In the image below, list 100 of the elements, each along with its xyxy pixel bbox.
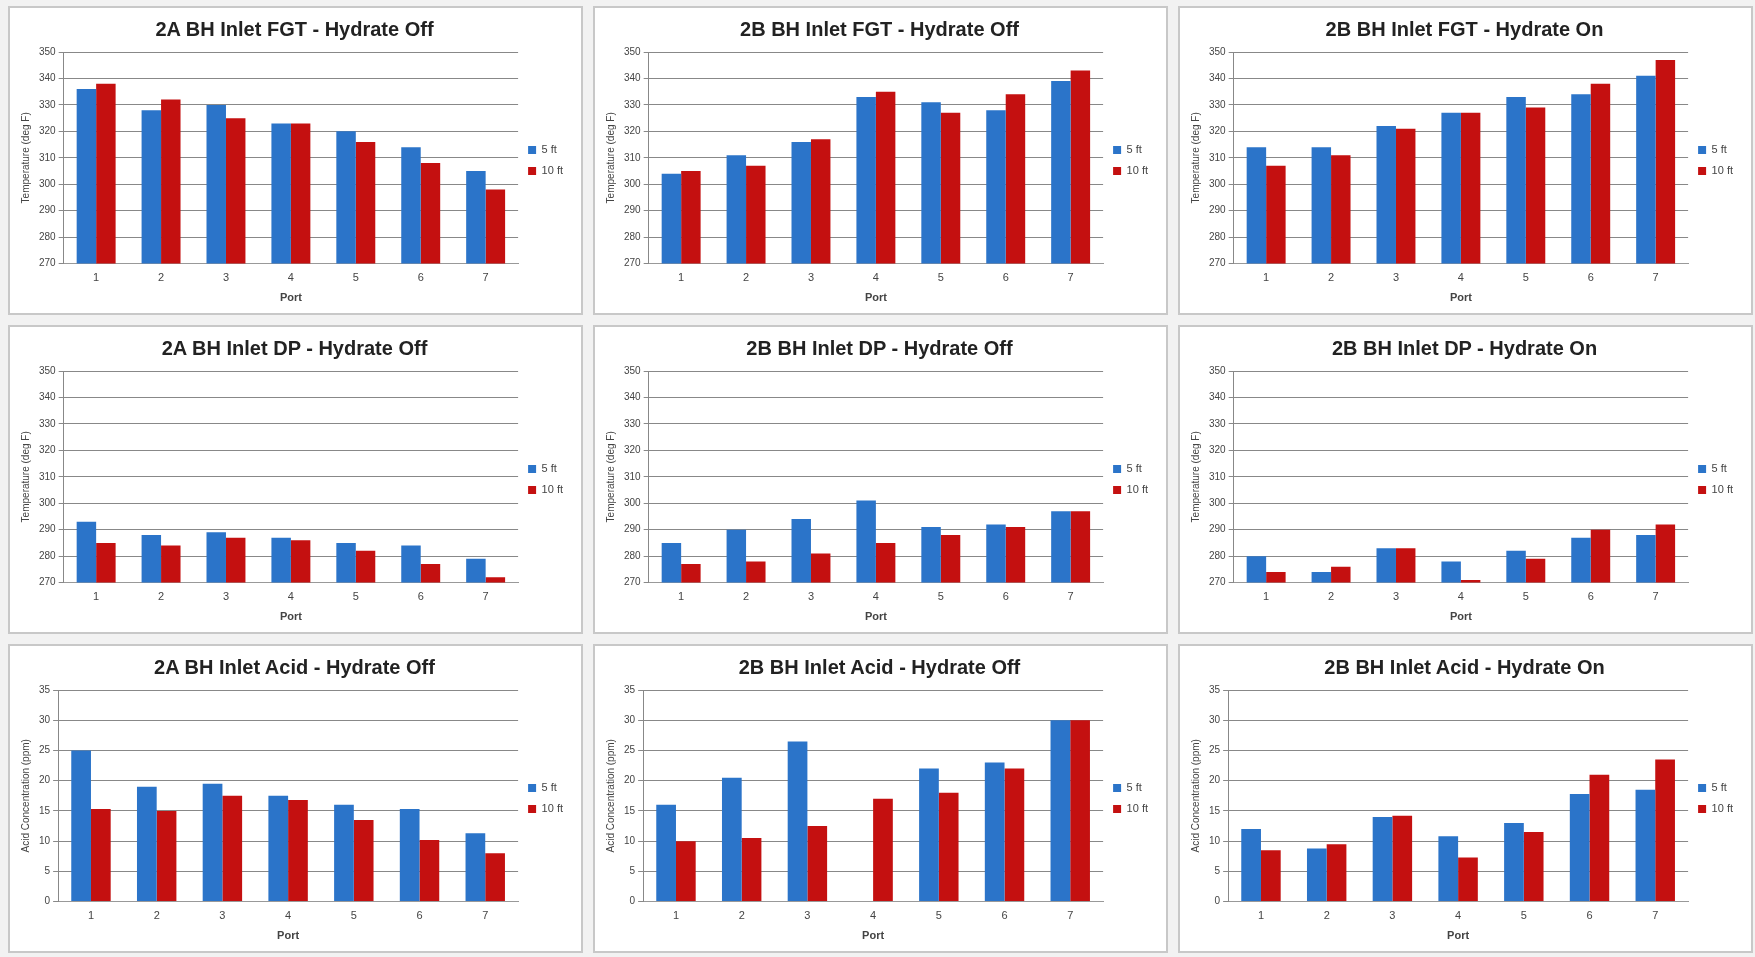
y-axis-title: Temperature (deg F) <box>604 431 616 523</box>
x-tick-label: 6 <box>1587 590 1594 603</box>
bar <box>1004 768 1025 902</box>
y-tick-label: 350 <box>39 45 57 57</box>
y-axis-title: Acid Concentration (ppm) <box>604 739 616 853</box>
x-tick-label: 7 <box>1652 590 1659 603</box>
bar <box>1306 848 1327 902</box>
y-tick-label: 300 <box>39 497 57 508</box>
x-tick-label: 3 <box>219 909 226 922</box>
x-tick-label: 2 <box>153 909 160 922</box>
legend-label: 5 ft <box>1711 781 1727 794</box>
bar <box>334 804 354 902</box>
x-tick-label: 3 <box>1392 590 1400 603</box>
y-tick-label: 20 <box>624 774 636 786</box>
x-tick-label: 2 <box>738 909 745 922</box>
legend-label: 5 ft <box>1126 143 1142 156</box>
y-tick-label: 310 <box>624 470 642 482</box>
y-tick-label: 340 <box>39 72 57 84</box>
bar <box>1569 793 1590 902</box>
legend-label: 10 ft <box>1711 483 1733 496</box>
x-tick-label: 5 <box>1522 590 1529 603</box>
x-axis-title: Port <box>864 291 888 304</box>
chart-title: 2A BH Inlet DP - Hydrate Off <box>161 336 428 359</box>
bar <box>741 838 762 902</box>
y-tick-label: 35 <box>624 683 636 695</box>
bar <box>136 786 157 902</box>
y-tick-label: 330 <box>1209 417 1227 429</box>
bar <box>222 795 243 902</box>
y-tick-label: 350 <box>624 364 642 376</box>
y-axis-title: Acid Concentration (ppm) <box>19 739 31 853</box>
x-tick-label: 4 <box>1457 590 1464 603</box>
y-tick-label: 280 <box>39 549 57 561</box>
x-tick-label: 4 <box>1455 909 1462 922</box>
chart-title: 2B BH Inlet Acid - Hydrate Off <box>738 655 1021 678</box>
y-tick-label: 280 <box>39 230 57 242</box>
y-tick-label: 10 <box>624 834 636 846</box>
x-tick-label: 6 <box>1002 590 1009 603</box>
x-tick-label: 5 <box>1522 271 1529 284</box>
x-tick-label: 3 <box>804 909 811 922</box>
y-tick-label: 330 <box>39 417 57 429</box>
y-tick-label: 15 <box>39 804 51 816</box>
legend-label: 5 ft <box>1711 143 1727 156</box>
x-tick-label: 2 <box>1323 909 1330 922</box>
bar <box>465 833 486 902</box>
y-tick-label: 5 <box>44 865 51 877</box>
x-tick-label: 7 <box>1067 590 1074 603</box>
y-tick-label: 350 <box>1209 364 1227 376</box>
x-tick-label: 1 <box>1257 909 1265 922</box>
bar <box>787 741 808 902</box>
legend-label: 10 ft <box>541 483 563 496</box>
y-axis-title: Temperature (deg F) <box>19 431 31 523</box>
y-tick-label: 5 <box>1214 865 1221 877</box>
bar <box>1458 857 1478 902</box>
bar <box>1504 823 1524 902</box>
bar <box>656 804 676 902</box>
y-tick-label: 280 <box>624 549 642 561</box>
bar <box>90 809 111 902</box>
y-tick-label: 340 <box>39 391 57 403</box>
bar <box>71 750 91 902</box>
bar <box>1372 816 1393 902</box>
x-axis-title: Port <box>1447 929 1470 942</box>
x-tick-label: 4 <box>287 271 294 284</box>
y-tick-label: 340 <box>1209 72 1227 84</box>
y-axis-title: Temperature (deg F) <box>604 112 616 204</box>
y-tick-label: 0 <box>44 895 51 907</box>
y-tick-label: 290 <box>624 523 642 535</box>
legend-label: 10 ft <box>1711 802 1733 815</box>
x-tick-label: 6 <box>416 909 423 922</box>
y-tick-label: 330 <box>624 417 642 429</box>
x-tick-label: 5 <box>937 590 944 603</box>
legend-label: 10 ft <box>541 164 563 177</box>
x-tick-label: 2 <box>158 271 165 284</box>
x-tick-label: 4 <box>285 909 292 922</box>
y-tick-label: 25 <box>624 744 636 756</box>
y-tick-label: 300 <box>39 178 57 189</box>
x-tick-label: 1 <box>93 590 100 603</box>
x-axis-title: Port <box>279 291 303 304</box>
x-axis-title: Port <box>864 610 888 623</box>
y-tick-label: 270 <box>39 576 57 588</box>
bar <box>1326 844 1347 902</box>
x-tick-label: 2 <box>1328 271 1335 284</box>
bar <box>1241 829 1261 902</box>
x-tick-label: 5 <box>352 271 359 284</box>
x-tick-label: 1 <box>87 909 95 922</box>
legend-label: 10 ft <box>541 802 563 815</box>
y-tick-label: 270 <box>624 257 642 269</box>
chart-title: 2B BH Inlet Acid - Hydrate On <box>1324 655 1605 678</box>
y-tick-label: 320 <box>624 125 642 137</box>
x-tick-label: 4 <box>870 909 877 922</box>
y-tick-label: 280 <box>1209 230 1227 242</box>
y-axis-title: Temperature (deg F) <box>1189 431 1201 523</box>
x-tick-label: 1 <box>678 590 685 603</box>
x-tick-label: 6 <box>417 590 424 603</box>
y-tick-label: 0 <box>1214 895 1221 907</box>
x-tick-label: 1 <box>678 271 685 284</box>
y-tick-label: 15 <box>1209 804 1221 816</box>
y-tick-label: 320 <box>1209 125 1227 137</box>
bar <box>807 826 828 902</box>
x-tick-label: 1 <box>93 271 100 284</box>
x-tick-label: 5 <box>935 909 942 922</box>
